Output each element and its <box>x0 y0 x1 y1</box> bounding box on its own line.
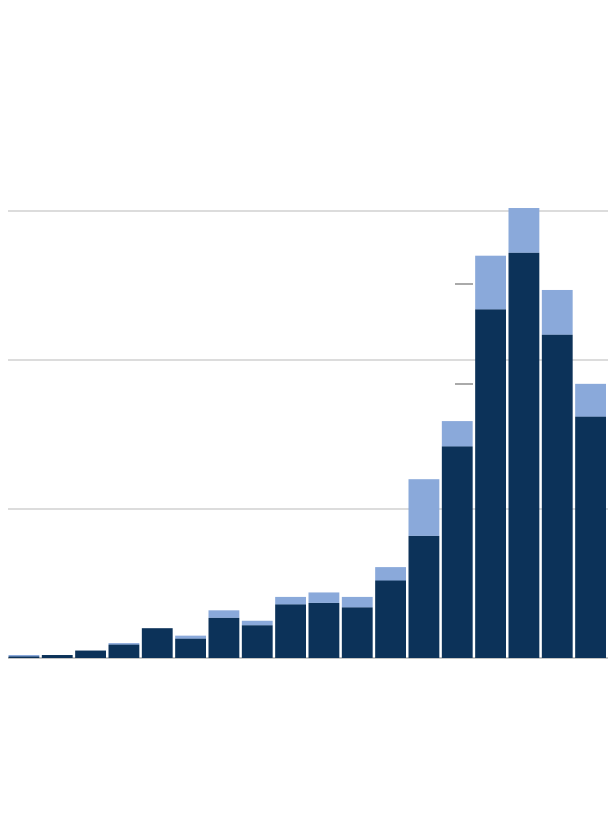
bar-segment <box>108 644 140 658</box>
bar-segment <box>541 334 573 658</box>
bar-segment <box>275 604 306 658</box>
bar-segment <box>441 421 473 447</box>
bar-segment <box>341 596 373 608</box>
bar-segment <box>408 535 440 658</box>
bar-segment <box>508 252 540 658</box>
bar-segment <box>508 208 540 253</box>
bar-segment <box>308 592 340 603</box>
bar-segment <box>41 655 73 658</box>
bar-segment <box>208 610 240 618</box>
bar-segment <box>575 383 606 417</box>
bar-segment <box>375 580 406 658</box>
bar-segment <box>308 602 340 658</box>
bar-segment <box>341 607 373 658</box>
bar-segment <box>475 255 506 310</box>
bar-segment <box>75 650 106 658</box>
bar-segment <box>175 638 206 658</box>
bar-segment <box>108 643 140 645</box>
bar-segment <box>8 656 40 658</box>
bar-segment <box>241 625 273 658</box>
bar-segment <box>441 446 473 658</box>
bar-segment <box>408 479 440 536</box>
bar-segment <box>241 620 273 626</box>
bar-segment <box>375 567 406 581</box>
bar-segment <box>275 596 306 605</box>
bar-segment <box>208 617 240 658</box>
bar-segment <box>541 289 573 335</box>
bar-segment <box>175 635 206 639</box>
bar-segment <box>8 655 40 657</box>
bar-segment <box>141 628 173 658</box>
bar-segment <box>475 309 506 658</box>
bar-segment <box>575 416 606 658</box>
